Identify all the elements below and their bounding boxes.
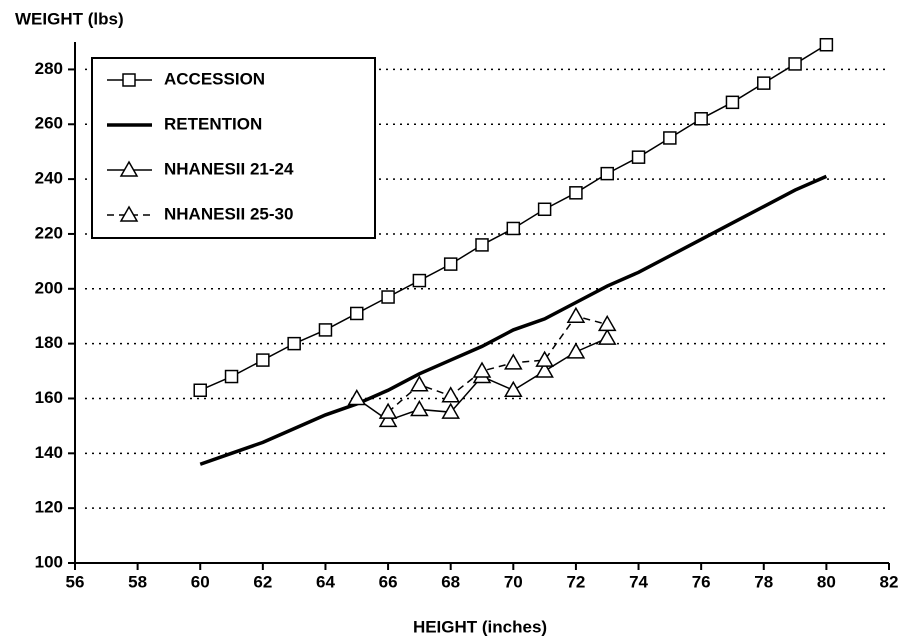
marker [663, 131, 677, 145]
x-tick-label: 66 [379, 572, 398, 591]
y-tick-label: 240 [35, 169, 63, 188]
marker [725, 95, 740, 110]
x-tick-label: 76 [692, 572, 711, 591]
legend-marker [122, 73, 136, 87]
marker [443, 257, 458, 271]
marker [535, 350, 554, 367]
series-line [199, 174, 828, 466]
y-tick-label: 100 [35, 552, 63, 571]
legend-label: ACCESSION [164, 69, 265, 88]
marker [412, 273, 427, 288]
x-tick-label: 72 [566, 572, 585, 591]
marker [504, 353, 523, 370]
marker [569, 186, 583, 200]
y-tick-label: 220 [35, 223, 63, 242]
marker [757, 76, 771, 90]
marker [378, 402, 398, 419]
x-tick-label: 56 [66, 572, 85, 591]
legend: ACCESSION RETENTION NHANESII 21-24 NHANESII… [91, 57, 376, 239]
legend-label: RETENTION [164, 114, 262, 133]
x-tick-label: 80 [817, 572, 836, 591]
legend-box [91, 57, 376, 239]
marker [788, 57, 802, 71]
marker [410, 399, 429, 417]
marker [350, 306, 364, 321]
x-tick-label: 58 [128, 572, 147, 591]
x-tick-label: 78 [754, 572, 773, 591]
y-axis-label: WEIGHT (lbs) [15, 9, 124, 28]
marker [597, 328, 617, 345]
y-tick-label: 180 [35, 333, 63, 352]
y-tick-label: 160 [35, 388, 63, 407]
y-tick-label: 140 [35, 443, 63, 462]
x-tick-label: 74 [629, 572, 648, 591]
x-tick-label: 82 [880, 572, 899, 591]
marker [287, 336, 301, 351]
marker [475, 238, 489, 252]
marker [600, 166, 614, 181]
y-tick-label: 120 [35, 498, 63, 517]
legend-marker [119, 205, 139, 222]
x-tick-label: 60 [191, 572, 210, 591]
legend-label: NHANESII 25-30 [164, 204, 293, 223]
marker [318, 323, 333, 337]
x-tick-label: 70 [504, 572, 523, 591]
marker [631, 150, 646, 164]
x-tick-label: 62 [253, 572, 272, 591]
marker [378, 410, 398, 428]
marker [504, 380, 523, 397]
y-tick-label: 260 [35, 114, 63, 133]
marker [256, 353, 270, 367]
marker [694, 112, 708, 126]
marker [472, 361, 492, 378]
marker [566, 342, 586, 359]
y-tick-label: 200 [35, 278, 63, 297]
marker [224, 369, 239, 384]
x-axis-label: HEIGHT (inches) [413, 617, 547, 636]
marker [566, 306, 586, 323]
series-line [387, 315, 608, 413]
marker [597, 314, 617, 332]
x-tick-label: 64 [316, 572, 335, 591]
marker [441, 402, 460, 419]
marker [193, 383, 207, 397]
marker [506, 221, 521, 236]
legend-label: NHANESII 21-24 [164, 159, 294, 178]
marker [410, 375, 429, 392]
marker [347, 388, 367, 406]
legend-marker [119, 160, 139, 177]
marker [535, 361, 554, 378]
marker [381, 290, 395, 304]
marker [537, 202, 552, 217]
y-tick-label: 280 [35, 59, 63, 78]
marker [819, 37, 834, 52]
x-tick-label: 68 [441, 572, 460, 591]
marker [441, 386, 460, 403]
